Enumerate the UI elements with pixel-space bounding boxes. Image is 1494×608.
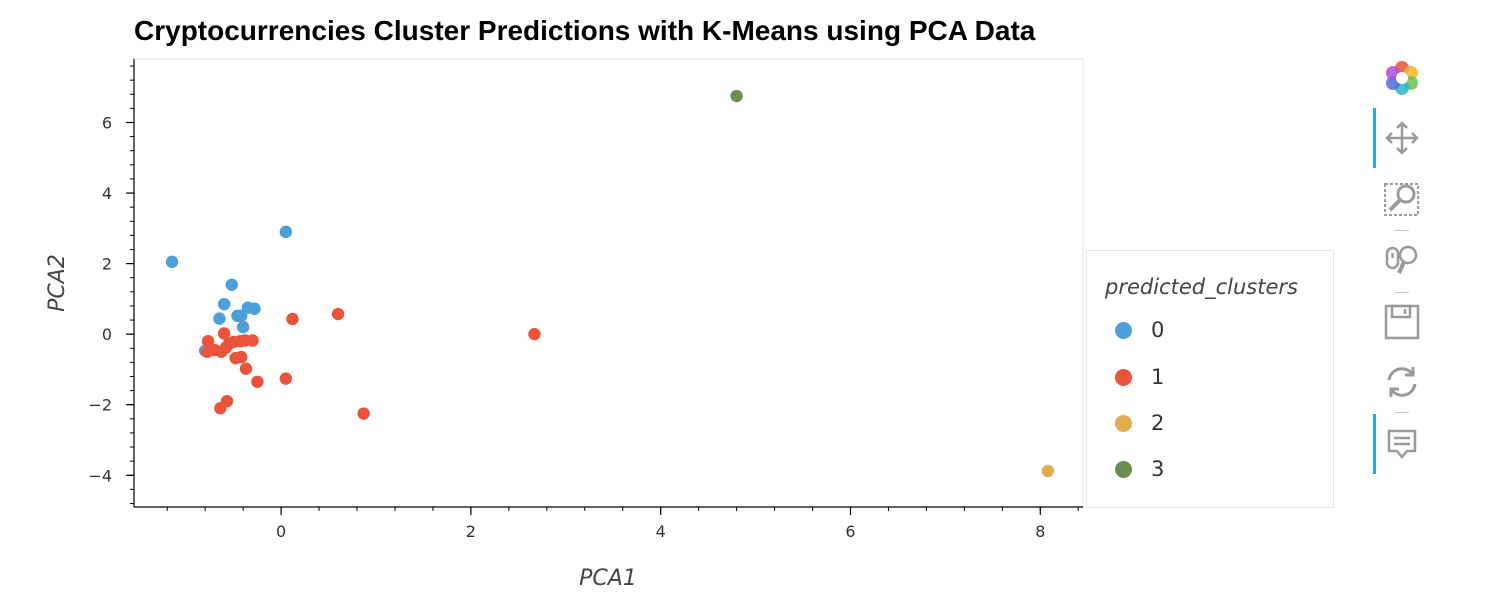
legend-marker-1: [1115, 368, 1132, 386]
pan-active-indicator: [1373, 108, 1376, 168]
legend-label-0: 0: [1151, 318, 1165, 342]
x-axis-label: PCA1: [579, 566, 637, 591]
y-tick-label: 2: [102, 255, 112, 274]
legend-marker-3: [1115, 460, 1132, 478]
legend-item-1: 1: [1115, 362, 1164, 392]
legend-marker-0: [1115, 321, 1132, 339]
y-tick-label: 0: [102, 325, 112, 344]
data-point[interactable]: [225, 278, 238, 291]
data-points: [165, 89, 1055, 478]
legend-item-3: 3: [1115, 454, 1164, 484]
legend-item-0: 0: [1115, 315, 1164, 345]
data-point[interactable]: [357, 407, 370, 420]
data-point[interactable]: [217, 297, 231, 311]
data-point[interactable]: [165, 255, 179, 269]
toolbar-separator: [1395, 412, 1409, 413]
bokeh-logo-icon[interactable]: [1380, 56, 1424, 100]
data-point[interactable]: [239, 362, 253, 375]
box-zoom-icon[interactable]: [1380, 176, 1424, 220]
data-point[interactable]: [246, 334, 259, 347]
y-tick-label: −2: [88, 396, 112, 415]
data-point[interactable]: [331, 307, 345, 321]
y-tick-label: −4: [88, 466, 112, 485]
x-tick-label: 4: [656, 522, 666, 541]
data-point[interactable]: [248, 302, 261, 315]
data-point[interactable]: [528, 327, 541, 341]
plot-toolbar: [1368, 52, 1438, 482]
legend-item-2: 2: [1115, 408, 1164, 438]
save-icon[interactable]: [1380, 300, 1424, 344]
x-tick-label: 0: [276, 522, 286, 541]
data-point[interactable]: [236, 320, 250, 334]
wheel-zoom-icon[interactable]: [1380, 238, 1424, 282]
data-point[interactable]: [1041, 464, 1055, 478]
data-point[interactable]: [235, 350, 248, 364]
legend-title: predicted_clusters: [1105, 275, 1298, 299]
data-point[interactable]: [215, 345, 228, 358]
data-point[interactable]: [214, 402, 227, 415]
data-point[interactable]: [201, 335, 215, 348]
legend-label-1: 1: [1151, 365, 1165, 389]
data-point[interactable]: [213, 312, 226, 325]
reset-icon[interactable]: [1380, 360, 1424, 404]
series-1: [200, 307, 541, 420]
series-2: [1041, 464, 1055, 478]
data-point[interactable]: [200, 345, 214, 358]
x-tick-label: 8: [1035, 522, 1045, 541]
data-point[interactable]: [251, 375, 264, 388]
y-axis-label: PCA2: [45, 254, 70, 312]
toolbar-separator: [1395, 292, 1409, 293]
hover-icon[interactable]: [1380, 422, 1424, 466]
hover-active-indicator: [1373, 414, 1376, 474]
plot-area[interactable]: [133, 58, 1084, 508]
series-3: [730, 89, 743, 103]
data-point[interactable]: [279, 225, 293, 239]
x-tick-label: 2: [466, 522, 476, 541]
data-point[interactable]: [286, 312, 299, 326]
toolbar-separator: [1395, 230, 1409, 231]
data-point[interactable]: [217, 327, 231, 340]
data-point[interactable]: [222, 337, 236, 351]
legend: predicted_clusters 0 1 2 3: [1086, 250, 1334, 508]
x-tick-label: 6: [845, 522, 855, 541]
data-point[interactable]: [235, 309, 248, 323]
axes: 0 2 4 6 8 −4 −2 0 2 4 6: [88, 59, 1083, 541]
data-point[interactable]: [279, 372, 293, 385]
legend-label-2: 2: [1151, 411, 1165, 435]
legend-marker-2: [1115, 414, 1132, 432]
y-tick-label: 4: [102, 184, 112, 203]
legend-label-3: 3: [1151, 457, 1165, 481]
chart-title: Cryptocurrencies Cluster Predictions wit…: [134, 15, 1036, 46]
data-point[interactable]: [730, 89, 743, 103]
pan-icon[interactable]: [1380, 116, 1424, 160]
y-tick-label: 6: [102, 113, 112, 132]
